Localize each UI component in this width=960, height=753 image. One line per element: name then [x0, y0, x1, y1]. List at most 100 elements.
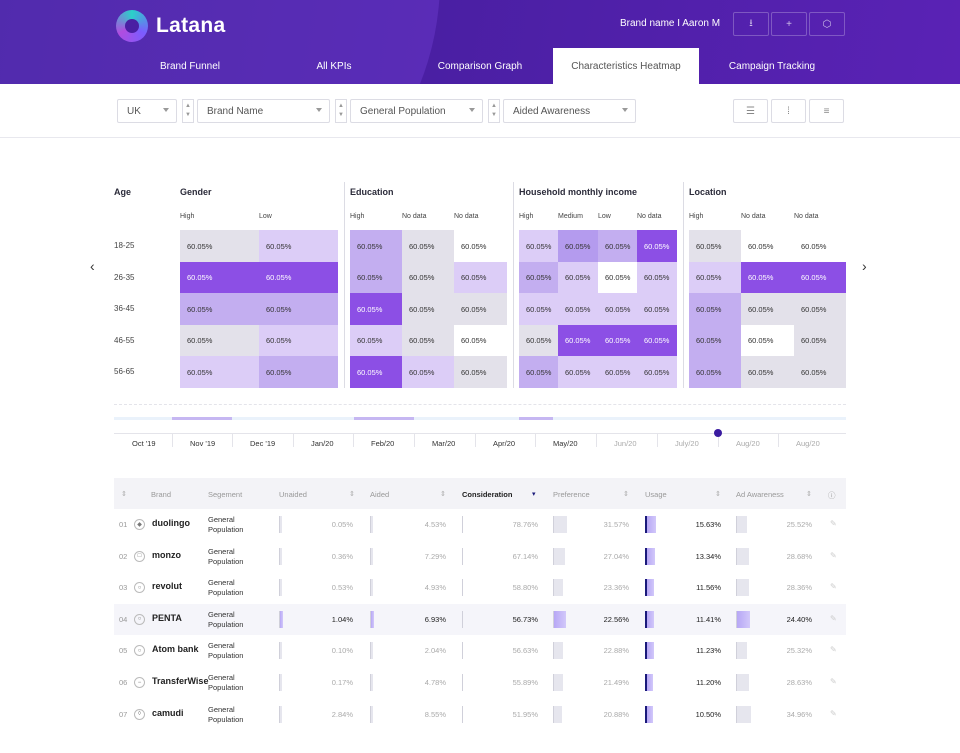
- heatmap-cell[interactable]: 60.05%: [637, 325, 677, 356]
- brand-name[interactable]: camudi: [152, 707, 184, 718]
- timeline-month-label[interactable]: Mar/20: [432, 439, 456, 448]
- heatmap-cell[interactable]: 60.05%: [402, 293, 454, 325]
- info-icon[interactable]: ⓘ: [828, 491, 836, 500]
- timeline-month-label[interactable]: Aug/20: [796, 439, 820, 448]
- filter-view-button[interactable]: ≡: [809, 99, 844, 123]
- table-row[interactable]: 02 □ monzo General Population 0.36% 7.29% 67.1…: [114, 541, 846, 572]
- heatmap-cell[interactable]: 60.05%: [689, 293, 741, 325]
- user-menu[interactable]: Brand name I Aaron M: [620, 18, 721, 29]
- heatmap-cell[interactable]: 60.05%: [519, 230, 558, 262]
- edit-icon[interactable]: ✎: [830, 550, 837, 560]
- tab-brand-funnel[interactable]: Brand Funnel: [159, 60, 221, 72]
- population-stepper[interactable]: ▲ ▼: [335, 99, 347, 123]
- brand-name[interactable]: monzo: [152, 549, 181, 560]
- prev-arrow-icon[interactable]: ‹: [90, 258, 95, 274]
- table-row[interactable]: 03 ○ revolut General Population 0.53% 4.93% 58…: [114, 572, 846, 603]
- heatmap-cell[interactable]: 60.05%: [794, 230, 846, 262]
- brand-name[interactable]: PENTA: [152, 612, 182, 623]
- logo[interactable]: Latana: [116, 10, 226, 42]
- metric-select[interactable]: Aided Awareness: [503, 99, 636, 123]
- heatmap-cell[interactable]: 60.05%: [402, 325, 454, 356]
- column-header[interactable]: Preference: [553, 490, 590, 499]
- column-header[interactable]: Ad Awareness: [736, 490, 784, 499]
- column-header[interactable]: Usage: [645, 490, 667, 499]
- tab-campaign-tracking[interactable]: Campaign Tracking: [728, 60, 816, 72]
- column-header[interactable]: Brand: [151, 490, 172, 499]
- table-row[interactable]: 05 ○ Atom bank General Population 0.10% 2.04%…: [114, 635, 846, 666]
- heatmap-cell[interactable]: 60.05%: [794, 293, 846, 325]
- timeline-month-label[interactable]: July/20: [675, 439, 699, 448]
- heatmap-cell[interactable]: 60.05%: [180, 293, 259, 325]
- edit-icon[interactable]: ✎: [830, 708, 837, 718]
- heatmap-cell[interactable]: 60.05%: [558, 356, 598, 388]
- heatmap-cell[interactable]: 60.05%: [519, 325, 558, 356]
- settings-button[interactable]: ⬡: [809, 12, 845, 36]
- heatmap-cell[interactable]: 60.05%: [454, 325, 507, 356]
- heatmap-cell[interactable]: 60.05%: [689, 325, 741, 356]
- country-select[interactable]: UK: [117, 99, 177, 123]
- edit-icon[interactable]: ✎: [830, 519, 837, 528]
- heatmap-cell[interactable]: 60.05%: [350, 325, 402, 356]
- heatmap-cell[interactable]: 60.05%: [180, 325, 259, 356]
- heatmap-cell[interactable]: 60.05%: [598, 230, 637, 262]
- heatmap-cell[interactable]: 60.05%: [741, 262, 794, 293]
- brand-name[interactable]: revolut: [152, 581, 183, 592]
- heatmap-cell[interactable]: 60.05%: [794, 325, 846, 356]
- heatmap-cell[interactable]: 60.05%: [402, 356, 454, 388]
- heatmap-cell[interactable]: 60.05%: [519, 293, 558, 325]
- heatmap-cell[interactable]: 60.05%: [180, 262, 259, 293]
- heatmap-cell[interactable]: 60.05%: [180, 230, 259, 262]
- timeline-handle[interactable]: [714, 429, 722, 437]
- brand-select[interactable]: Brand Name: [197, 99, 330, 123]
- heatmap-cell[interactable]: 60.05%: [558, 293, 598, 325]
- heatmap-cell[interactable]: 60.05%: [741, 325, 794, 356]
- heatmap-cell[interactable]: 60.05%: [741, 356, 794, 388]
- heatmap-cell[interactable]: 60.05%: [519, 262, 558, 293]
- heatmap-cell[interactable]: 60.05%: [794, 262, 846, 293]
- population-select[interactable]: General Population: [350, 99, 483, 123]
- heatmap-cell[interactable]: 60.05%: [259, 230, 338, 262]
- heatmap-cell[interactable]: 60.05%: [350, 262, 402, 293]
- timeline-month-label[interactable]: Dec '19: [250, 439, 276, 448]
- heatmap-cell[interactable]: 60.05%: [558, 230, 598, 262]
- heatmap-cell[interactable]: 60.05%: [598, 325, 637, 356]
- heatmap-cell[interactable]: 60.05%: [259, 356, 338, 388]
- heatmap-cell[interactable]: 60.05%: [259, 293, 338, 325]
- timeline-month-label[interactable]: Apr/20: [493, 439, 516, 448]
- heatmap-cell[interactable]: 60.05%: [259, 325, 338, 356]
- sort-icon[interactable]: ⇕: [623, 491, 629, 498]
- tab-characteristics-heatmap[interactable]: Characteristics Heatmap: [553, 48, 699, 84]
- timeline-month-label[interactable]: Aug/20: [736, 439, 760, 448]
- timeline-month-label[interactable]: Jan/20: [311, 439, 334, 448]
- brand-stepper[interactable]: ▲ ▼: [182, 99, 194, 123]
- brand-name[interactable]: duolingo: [152, 518, 190, 528]
- heatmap-cell[interactable]: 60.05%: [259, 262, 338, 293]
- heatmap-cell[interactable]: 60.05%: [598, 262, 637, 293]
- heatmap-cell[interactable]: 60.05%: [689, 230, 741, 262]
- heatmap-cell[interactable]: 60.05%: [598, 293, 637, 325]
- timeline-month-label[interactable]: Nov '19: [190, 439, 216, 448]
- table-row[interactable]: 07 ◊ camudi General Population 2.84% 8.55% 51.…: [114, 699, 846, 730]
- heatmap-cell[interactable]: 60.05%: [519, 356, 558, 388]
- sort-icon[interactable]: ▾: [532, 491, 536, 498]
- metric-stepper[interactable]: ▲ ▼: [488, 99, 500, 123]
- heatmap-cell[interactable]: 60.05%: [454, 356, 507, 388]
- table-row[interactable]: 01 ◆ duolingo General Population 0.05% 4.53% 7…: [114, 509, 846, 540]
- heatmap-cell[interactable]: 60.05%: [637, 262, 677, 293]
- tab-comparison-graph[interactable]: Comparison Graph: [437, 60, 523, 72]
- heatmap-cell[interactable]: 60.05%: [350, 230, 402, 262]
- sort-icon[interactable]: ⇕: [715, 491, 721, 498]
- heatmap-cell[interactable]: 60.05%: [558, 325, 598, 356]
- heatmap-cell[interactable]: 60.05%: [598, 356, 637, 388]
- column-header[interactable]: Segement: [208, 490, 243, 499]
- edit-icon[interactable]: ✎: [830, 613, 837, 623]
- heatmap-cell[interactable]: 60.05%: [637, 293, 677, 325]
- column-header[interactable]: Unaided: [279, 490, 307, 499]
- brand-name[interactable]: Atom bank: [152, 644, 199, 655]
- next-arrow-icon[interactable]: ›: [862, 258, 867, 274]
- timeline-month-label[interactable]: May/20: [553, 439, 578, 448]
- heatmap-cell[interactable]: 60.05%: [350, 356, 402, 388]
- timeline-month-label[interactable]: Jun/20: [614, 439, 637, 448]
- heatmap-cell[interactable]: 60.05%: [689, 356, 741, 388]
- column-header[interactable]: Aided: [370, 490, 390, 499]
